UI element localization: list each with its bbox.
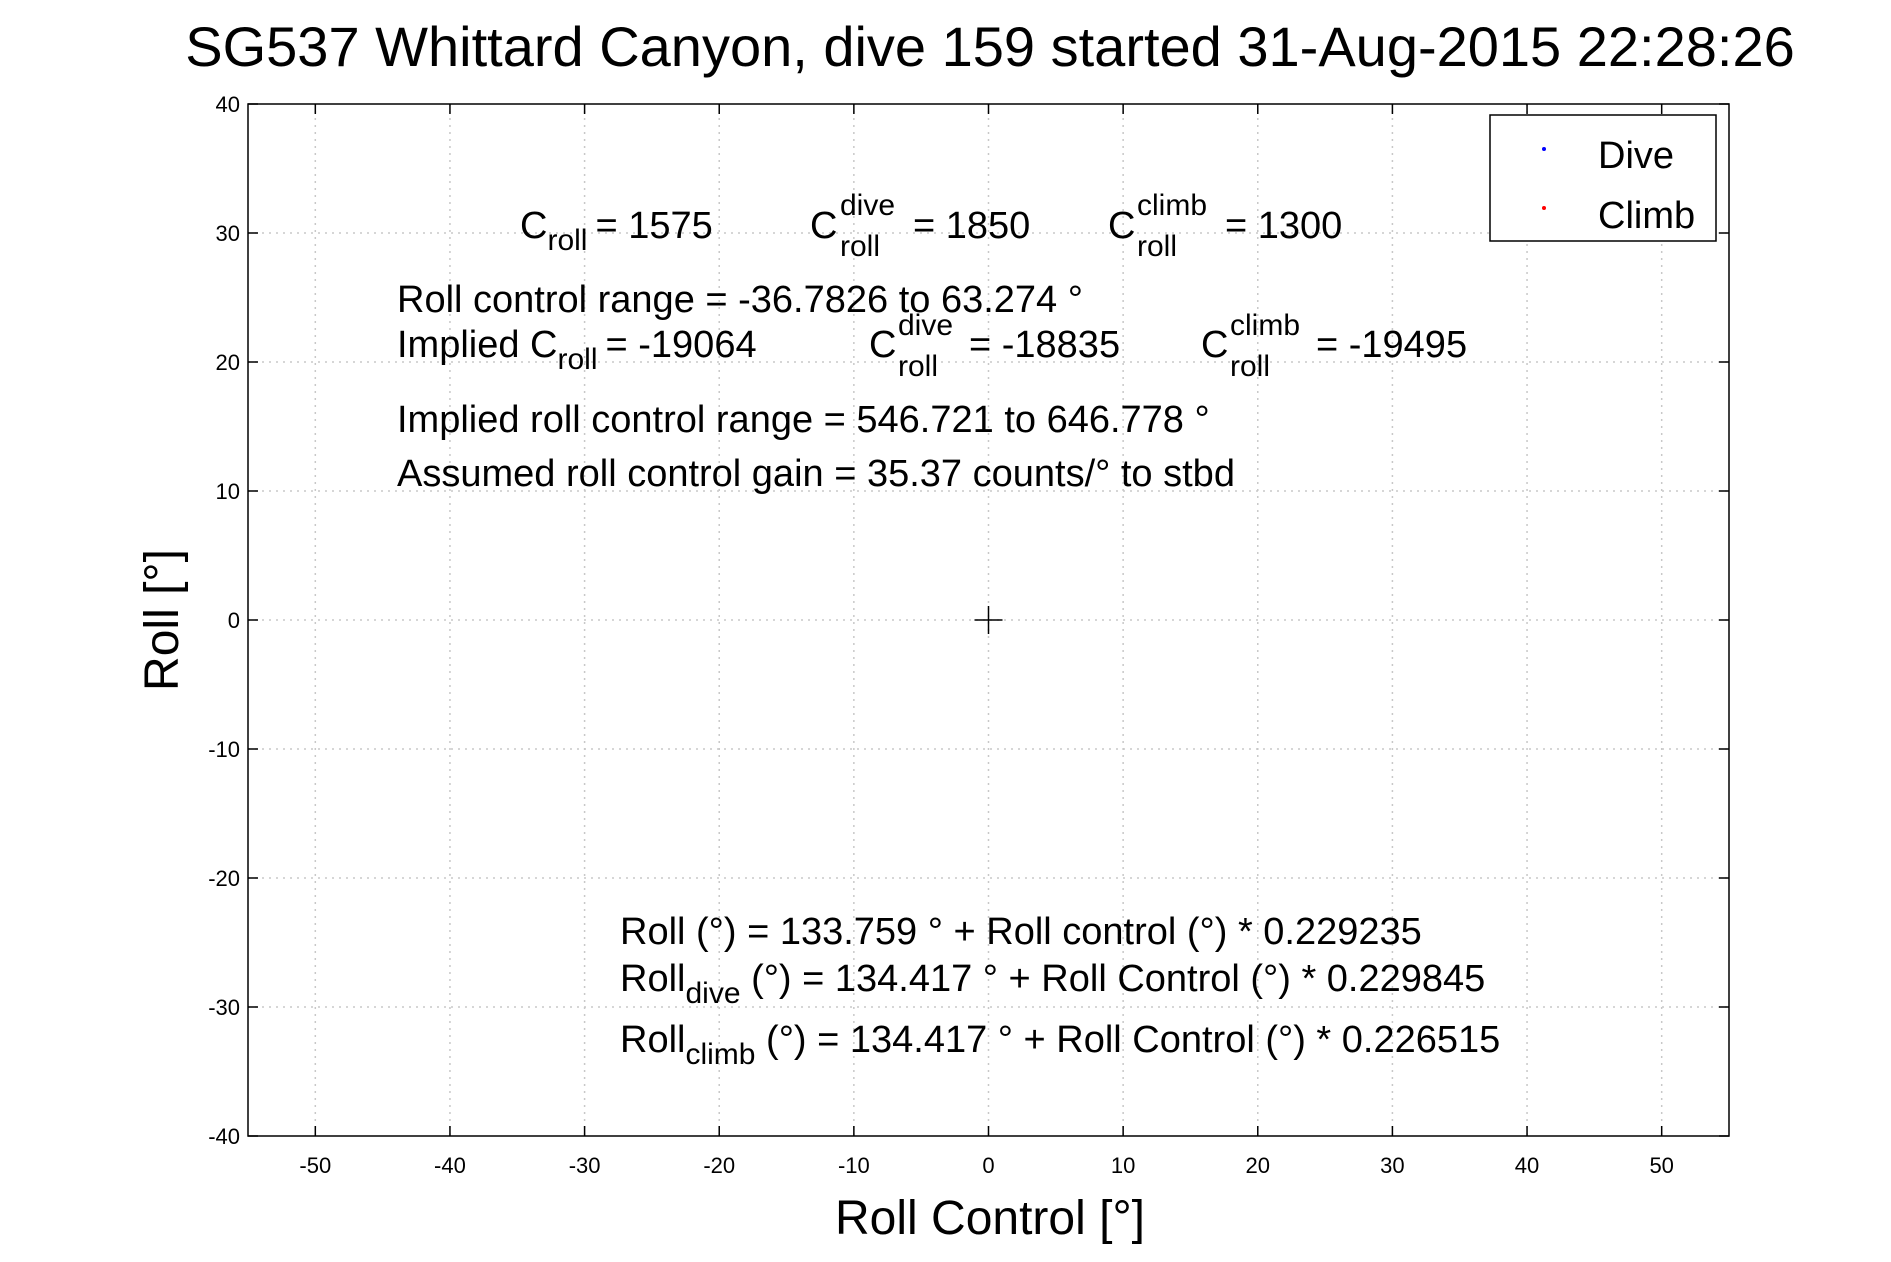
y-tick-label: 10	[216, 479, 240, 504]
annotation-fit-climb: Rollclimb (°) = 134.417 ° + Roll Control…	[620, 1019, 1500, 1071]
annotation-c-roll-climb: C	[1108, 205, 1135, 247]
x-tick-label: -40	[434, 1153, 466, 1178]
annotation-c-roll-climb-sub: roll	[1137, 230, 1177, 263]
annotation-implied-range: Implied roll control range = 546.721 to …	[397, 399, 1210, 441]
annotation-c-roll-dive: C	[810, 205, 837, 247]
legend-label-climb: Climb	[1598, 195, 1695, 237]
y-tick-label: -10	[208, 737, 240, 762]
annotation-implied-c-roll-climb-sup: climb	[1230, 309, 1300, 342]
annotation-implied-c-roll-dive-sub: roll	[898, 350, 938, 383]
x-tick-label: -10	[838, 1153, 870, 1178]
annotation-implied-c-roll-dive-sup: dive	[898, 309, 953, 342]
annotation-c-roll-dive-sup: dive	[840, 189, 895, 222]
annotation-assumed-gain: Assumed roll control gain = 35.37 counts…	[397, 453, 1235, 495]
annotation-implied-c-roll-dive: C	[869, 324, 896, 366]
x-tick-label: -20	[703, 1153, 735, 1178]
plot-area	[247, 103, 1730, 1137]
annotation-implied-coefficients: Implied Croll = -19064 C dive roll = -188…	[397, 309, 1467, 383]
legend: Dive Climb	[1489, 114, 1717, 242]
x-axis-label: Roll Control [°]	[835, 1192, 1145, 1245]
grid	[248, 104, 1729, 1136]
annotation-implied-c-roll-climb-value: = -19495	[1316, 324, 1467, 366]
annotation-implied-c-roll-climb: C	[1201, 324, 1228, 366]
y-tick-label: 0	[228, 608, 240, 633]
annotation-c-roll-dive-value: = 1850	[913, 205, 1030, 247]
legend-marker-climb	[1542, 206, 1546, 210]
x-tick-label: 50	[1649, 1153, 1673, 1178]
x-tick-label: 10	[1111, 1153, 1135, 1178]
y-tick-label: 20	[216, 350, 240, 375]
x-tick-label: 20	[1246, 1153, 1270, 1178]
x-tick-label: -30	[569, 1153, 601, 1178]
annotation-c-roll-dive-sub: roll	[840, 230, 880, 263]
legend-marker-dive	[1542, 147, 1546, 151]
annotation-coefficients: Croll = 1575 C dive roll = 1850 C climb r…	[520, 189, 1342, 263]
y-tick-label: -40	[208, 1124, 240, 1149]
annotation-fit-all: Roll (°) = 133.759 ° + Roll control (°) …	[620, 911, 1422, 953]
legend-box	[1489, 114, 1717, 242]
chart-title: SG537 Whittard Canyon, dive 159 started …	[185, 15, 1794, 78]
x-tick-label: 0	[982, 1153, 994, 1178]
y-tick-label: -20	[208, 866, 240, 891]
annotation-implied-c-roll-dive-value: = -18835	[969, 324, 1120, 366]
x-tick-label: 30	[1380, 1153, 1404, 1178]
annotation-c-roll: Croll = 1575	[520, 205, 713, 257]
annotation-c-roll-climb-sup: climb	[1137, 189, 1207, 222]
y-tick-label: 40	[216, 92, 240, 117]
annotation-implied-c-roll: Implied Croll = -19064	[397, 324, 757, 376]
annotation-implied-c-roll-climb-sub: roll	[1230, 350, 1270, 383]
y-axis-label: Roll [°]	[136, 549, 189, 691]
annotation-fit-dive: Rolldive (°) = 134.417 ° + Roll Control …	[620, 958, 1485, 1010]
x-tick-label: -50	[299, 1153, 331, 1178]
x-tick-label: 40	[1515, 1153, 1539, 1178]
annotation-c-roll-climb-value: = 1300	[1225, 205, 1342, 247]
y-tick-label: 30	[216, 221, 240, 246]
origin-plus-marker	[974, 606, 1003, 634]
annotation-roll-control-range: Roll control range = -36.7826 to 63.274 …	[397, 279, 1083, 321]
axis-tick-labels: -50 -40 -30 -20 -10 0 10 20 30 40 50 40 30 20 10 0 -10 -2…	[208, 92, 1674, 1178]
legend-label-dive: Dive	[1598, 135, 1674, 177]
y-tick-label: -30	[208, 995, 240, 1020]
